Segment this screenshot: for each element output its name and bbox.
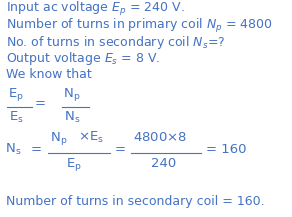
Text: Input ac voltage $E_p$ = 240 V.: Input ac voltage $E_p$ = 240 V. bbox=[6, 0, 185, 18]
Text: $\mathregular{N_p}$: $\mathregular{N_p}$ bbox=[63, 86, 80, 103]
Text: =: = bbox=[31, 143, 42, 156]
Text: $\times$$\mathregular{E_s}$: $\times$$\mathregular{E_s}$ bbox=[74, 130, 104, 145]
Text: = 160: = 160 bbox=[206, 143, 246, 156]
Text: $\mathregular{E_s}$: $\mathregular{E_s}$ bbox=[9, 110, 24, 125]
Text: $\mathregular{N_p}$: $\mathregular{N_p}$ bbox=[50, 130, 67, 147]
Text: Number of turns in secondary coil = 160.: Number of turns in secondary coil = 160. bbox=[6, 195, 265, 208]
Text: We know that: We know that bbox=[6, 68, 92, 81]
Text: 4800$\times$8: 4800$\times$8 bbox=[133, 131, 187, 144]
Text: 240: 240 bbox=[151, 157, 176, 170]
Text: $\mathregular{E_p}$: $\mathregular{E_p}$ bbox=[8, 86, 24, 103]
Text: $\mathregular{N_s}$: $\mathregular{N_s}$ bbox=[64, 110, 80, 125]
Text: =: = bbox=[35, 97, 46, 110]
Text: No. of turns in secondary coil $N_s$=?: No. of turns in secondary coil $N_s$=? bbox=[6, 34, 225, 51]
Text: $\mathregular{N_s}$: $\mathregular{N_s}$ bbox=[5, 142, 21, 157]
Text: Number of turns in primary coil $N_p$ = 4800: Number of turns in primary coil $N_p$ = … bbox=[6, 17, 273, 35]
Text: $\mathregular{E_p}$: $\mathregular{E_p}$ bbox=[66, 156, 82, 173]
Text: Output voltage $E_s$ = 8 V.: Output voltage $E_s$ = 8 V. bbox=[6, 50, 160, 67]
Text: =: = bbox=[115, 143, 126, 156]
